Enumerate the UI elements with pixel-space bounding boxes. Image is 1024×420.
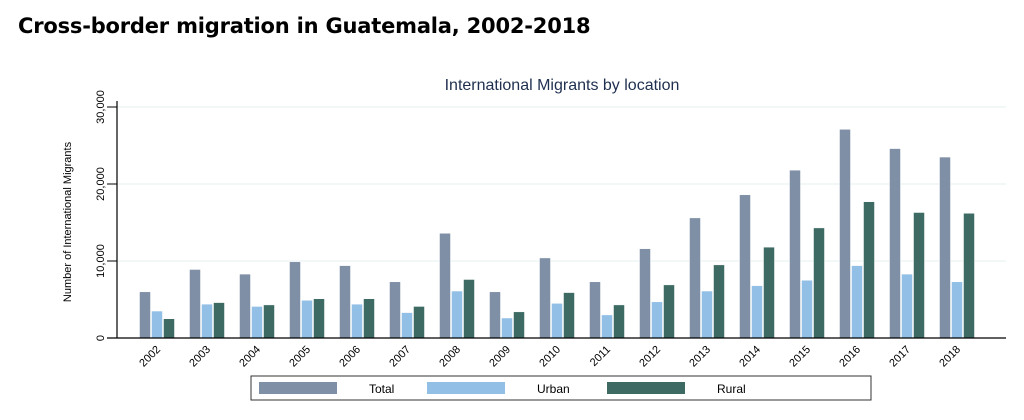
legend: Total Urban Rural	[250, 375, 872, 401]
x-tick-label: 2009	[487, 344, 513, 370]
bar-rural-2018	[963, 213, 975, 339]
x-tick-label: 2008	[437, 344, 463, 370]
x-tick-label: 2015	[787, 344, 813, 370]
bar-rural-2011	[613, 304, 625, 339]
x-tick-label: 2002	[137, 344, 163, 370]
bar-urban-2009	[501, 317, 513, 339]
legend-label-total: Total	[369, 382, 394, 396]
legend-swatch-urban	[427, 382, 505, 394]
bar-rural-2015	[813, 227, 825, 339]
y-ticks: 0 10,000 20,000 30,000	[95, 90, 117, 341]
x-tick-label: 2018	[937, 344, 963, 370]
legend-swatch-total	[259, 382, 337, 394]
bar-rural-2004	[263, 304, 275, 339]
bar-rural-2016	[863, 201, 875, 339]
y-axis-label: Number of International Migrants	[62, 141, 74, 302]
legend-box	[250, 375, 872, 401]
bar-total-2012	[639, 248, 651, 339]
x-tick-label: 2017	[887, 344, 913, 370]
y-tick-label: 0	[95, 335, 107, 341]
bar-total-2004	[239, 273, 251, 339]
bar-urban-2018	[951, 281, 963, 339]
bar-total-2018	[939, 156, 951, 339]
bar-urban-2005	[301, 300, 313, 339]
legend-label-urban: Urban	[537, 382, 570, 396]
bar-urban-2013	[701, 290, 713, 339]
bar-total-2016	[839, 129, 851, 339]
bar-rural-2007	[413, 306, 425, 339]
bars-group	[139, 129, 975, 339]
bar-total-2007	[389, 281, 401, 339]
bar-rural-2003	[213, 302, 225, 339]
x-tick-label: 2010	[537, 344, 563, 370]
bar-rural-2017	[913, 212, 925, 339]
bar-urban-2017	[901, 273, 913, 339]
legend-swatch-rural	[607, 382, 685, 394]
bar-urban-2007	[401, 312, 413, 339]
x-tick-label: 2007	[387, 344, 413, 370]
x-tick-label: 2004	[237, 344, 263, 370]
x-tick-label: 2006	[337, 344, 363, 370]
bar-rural-2012	[663, 284, 675, 339]
x-ticks: 2002 2003 2004 2005 2006 2007 2008 2009 2010 2011…	[137, 344, 963, 370]
y-tick-label: 30,000	[95, 90, 107, 124]
x-tick-label: 2003	[187, 344, 213, 370]
x-tick-label: 2013	[687, 344, 713, 370]
bar-urban-2003	[201, 303, 213, 339]
chart-title: International Migrants by location	[445, 77, 680, 94]
bar-total-2002	[139, 291, 151, 339]
y-tick-label: 20,000	[95, 167, 107, 201]
bar-total-2010	[539, 257, 551, 339]
bar-total-2014	[739, 194, 751, 339]
bar-rural-2013	[713, 264, 725, 339]
bar-total-2003	[189, 269, 201, 339]
bar-urban-2014	[751, 285, 763, 339]
bar-total-2015	[789, 169, 801, 339]
bar-total-2011	[589, 281, 601, 339]
bar-urban-2008	[451, 290, 463, 339]
bar-total-2009	[489, 291, 501, 339]
bar-rural-2014	[763, 246, 775, 339]
bar-urban-2011	[601, 314, 613, 339]
bar-urban-2002	[151, 310, 163, 339]
bar-urban-2012	[651, 301, 663, 339]
y-tick-label: 10,000	[95, 244, 107, 278]
x-tick-label: 2012	[637, 344, 663, 370]
bar-rural-2006	[363, 298, 375, 339]
bar-total-2005	[289, 261, 301, 339]
x-tick-label: 2016	[837, 344, 863, 370]
bar-total-2006	[339, 265, 351, 339]
bar-urban-2004	[251, 306, 263, 339]
bar-urban-2015	[801, 280, 813, 339]
bar-total-2013	[689, 217, 701, 339]
bar-rural-2002	[163, 318, 175, 339]
x-tick-label: 2005	[287, 344, 313, 370]
bar-urban-2016	[851, 265, 863, 339]
legend-label-rural: Rural	[717, 382, 746, 396]
page-heading: Cross-border migration in Guatemala, 200…	[18, 14, 591, 38]
axes	[107, 101, 1006, 339]
bar-rural-2010	[563, 292, 575, 339]
bar-urban-2006	[351, 303, 363, 339]
gridlines	[117, 106, 1006, 262]
bar-total-2008	[439, 233, 451, 339]
bar-total-2017	[889, 148, 901, 339]
bar-rural-2008	[463, 279, 475, 339]
bar-rural-2005	[313, 298, 325, 339]
x-tick-label: 2011	[588, 344, 613, 369]
bar-rural-2009	[513, 311, 525, 339]
bar-urban-2010	[551, 303, 563, 339]
x-tick-label: 2014	[737, 344, 763, 370]
